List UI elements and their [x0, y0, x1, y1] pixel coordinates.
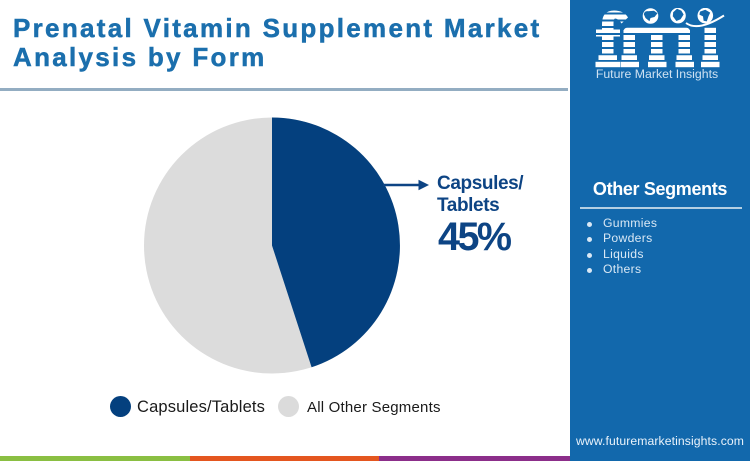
svg-text:Future Market Insights: Future Market Insights [596, 67, 718, 81]
